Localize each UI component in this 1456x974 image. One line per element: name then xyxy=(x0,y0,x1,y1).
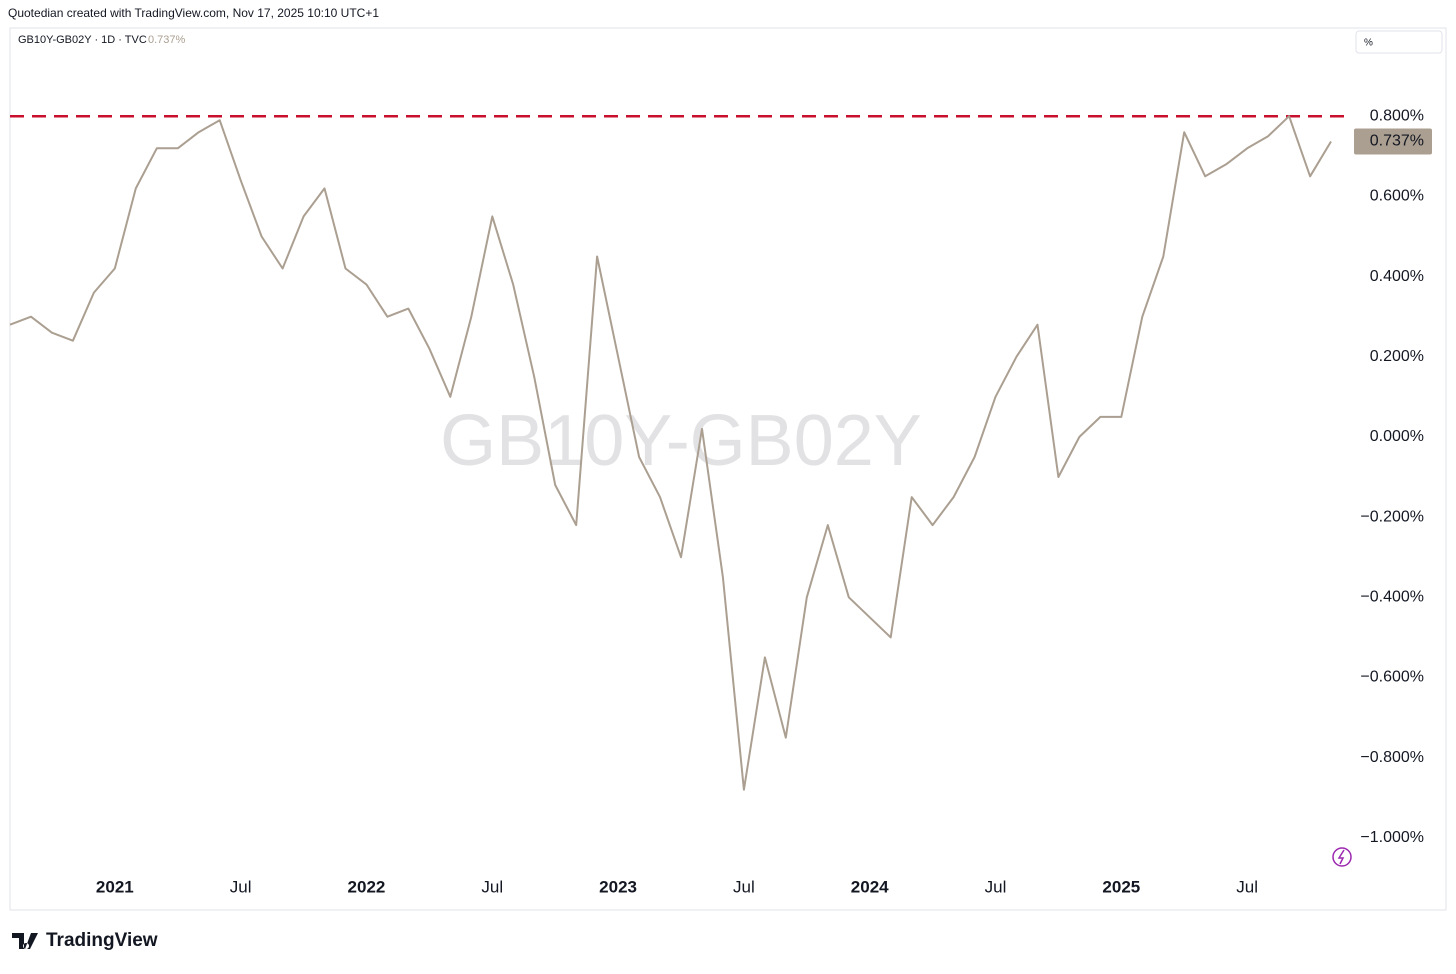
x-tick-label: Jul xyxy=(1236,877,1258,896)
scale-button[interactable] xyxy=(1355,30,1443,54)
y-tick-label: 0.600% xyxy=(1370,188,1424,205)
x-tick-label: 2023 xyxy=(599,877,637,896)
credit: Quotedian created with TradingView.com, … xyxy=(8,6,379,20)
y-tick-label: −1.000% xyxy=(1360,829,1424,846)
x-tick-label: 2021 xyxy=(96,877,134,896)
last-value-box xyxy=(1354,128,1432,155)
y-tick-label: −0.800% xyxy=(1360,749,1424,766)
y-tick-label: −0.400% xyxy=(1360,589,1424,606)
last-value-label: 0.737% xyxy=(1370,133,1424,150)
x-tick-label: 2024 xyxy=(851,877,889,896)
brand-name: TradingView xyxy=(46,930,158,951)
y-tick-label: 0.000% xyxy=(1370,428,1424,445)
y-tick-label: −0.600% xyxy=(1360,669,1424,686)
x-tick-label: Jul xyxy=(481,877,503,896)
y-tick-label: 0.400% xyxy=(1370,268,1424,285)
symbol-legend: GB10Y-GB02Y · 1D · TVC xyxy=(18,34,147,46)
x-tick-label: 2025 xyxy=(1102,877,1140,896)
watermark: GB10Y-GB02Y xyxy=(440,401,922,481)
brand: TradingView xyxy=(12,930,158,951)
y-tick-label: 0.200% xyxy=(1370,348,1424,365)
x-tick-label: 2022 xyxy=(348,877,386,896)
x-tick-label: Jul xyxy=(985,877,1007,896)
y-tick-label: 0.800% xyxy=(1370,107,1424,124)
alert-icon[interactable] xyxy=(1332,847,1352,867)
x-tick-label: Jul xyxy=(230,877,252,896)
price-line xyxy=(9,115,1332,791)
x-tick-label: Jul xyxy=(733,877,755,896)
scale-button-label[interactable]: % xyxy=(1364,38,1373,49)
legend-value: 0.737% xyxy=(148,34,186,46)
y-tick-label: −0.200% xyxy=(1360,508,1424,525)
chart-frame xyxy=(9,27,1447,911)
